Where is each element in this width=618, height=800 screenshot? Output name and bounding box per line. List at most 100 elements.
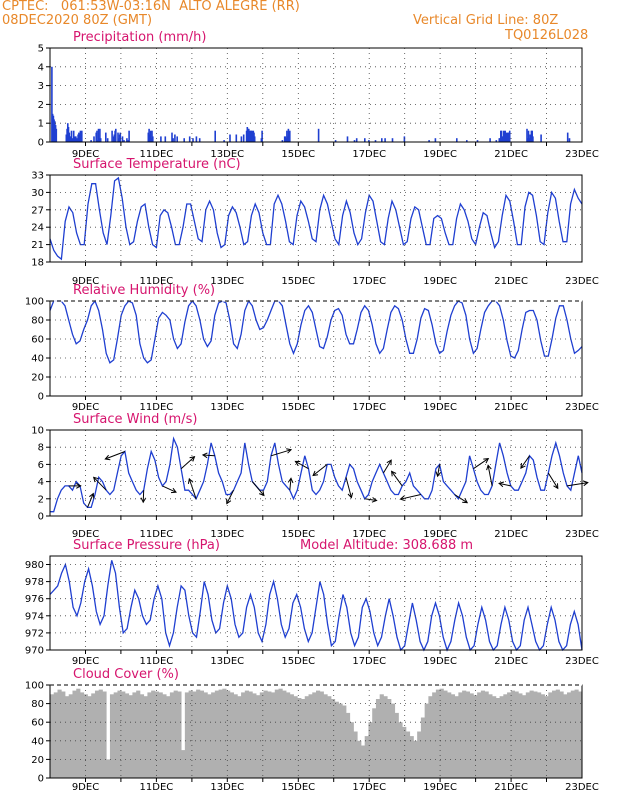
precip-bar bbox=[508, 130, 511, 142]
wind-arrow-shaft bbox=[520, 455, 530, 469]
precip-bar bbox=[195, 136, 198, 142]
precip-bar bbox=[240, 136, 243, 142]
cloud-bar bbox=[271, 692, 276, 778]
cloud-bar bbox=[222, 688, 227, 778]
x-tick-label: 9DEC bbox=[72, 656, 99, 667]
precip-bar bbox=[172, 138, 174, 142]
y-tick-label: 3 bbox=[38, 81, 44, 92]
precip-bar bbox=[106, 138, 109, 142]
wind-arrow-shaft bbox=[188, 478, 197, 499]
precip-bar bbox=[526, 128, 528, 142]
wind-arrow-shaft bbox=[87, 493, 94, 508]
wind-arrow-head bbox=[483, 458, 490, 464]
cloud-bar bbox=[563, 694, 568, 778]
precip-bar bbox=[223, 140, 225, 142]
wind-arrow-head bbox=[187, 477, 194, 484]
cloud-bar bbox=[218, 689, 223, 778]
cloud-bar bbox=[316, 690, 321, 778]
precip-bar bbox=[81, 130, 83, 142]
cloud-bar bbox=[241, 692, 246, 778]
precip-bar bbox=[285, 138, 287, 142]
y-tick-label: 80 bbox=[31, 699, 44, 710]
model-code: TQ0126L028 bbox=[505, 28, 589, 43]
cloud-bar bbox=[177, 691, 182, 778]
wind-arrow-head bbox=[294, 460, 301, 466]
cloud-bar bbox=[162, 694, 167, 778]
y-tick-label: 2 bbox=[38, 100, 44, 111]
cloud-bar bbox=[143, 696, 148, 778]
precip-bar bbox=[183, 138, 185, 142]
y-tick-label: 978 bbox=[25, 577, 44, 588]
precip-bar bbox=[105, 132, 107, 142]
date-header: 08DEC2020 80Z (GMT) bbox=[2, 13, 153, 28]
x-tick-label: 19DEC bbox=[423, 149, 457, 160]
x-tick-label: 17DEC bbox=[352, 402, 386, 413]
wind-arrow-shaft bbox=[295, 460, 309, 470]
wind-arrow-head bbox=[312, 470, 319, 477]
precip-bar bbox=[51, 66, 53, 142]
cloud-bar bbox=[151, 690, 156, 778]
cloud-bar bbox=[499, 696, 504, 778]
y-tick-label: 4 bbox=[38, 62, 44, 73]
precip-bar bbox=[334, 140, 337, 142]
panel-2-series-line bbox=[49, 299, 583, 364]
precip-bar bbox=[566, 132, 569, 142]
cloud-bar bbox=[375, 699, 381, 778]
precip-bar bbox=[368, 140, 370, 142]
x-tick-label: 21DEC bbox=[494, 529, 528, 540]
cloud-bar bbox=[555, 689, 560, 778]
wind-arrow-head bbox=[347, 492, 354, 499]
cloud-bar bbox=[211, 692, 216, 778]
cloud-bar bbox=[91, 693, 96, 778]
precip-bar bbox=[73, 138, 76, 142]
cloud-bar bbox=[567, 692, 572, 778]
precip-bar bbox=[353, 140, 356, 142]
x-tick-label: 11DEC bbox=[140, 402, 174, 413]
cloud-bar bbox=[297, 698, 302, 778]
y-tick-label: 27 bbox=[31, 205, 44, 216]
precip-bar bbox=[384, 138, 386, 142]
cloud-bar bbox=[50, 694, 55, 778]
cloud-bar bbox=[124, 693, 130, 778]
wind-arrow-shaft bbox=[473, 458, 489, 470]
y-tick-label: 0 bbox=[38, 138, 44, 149]
x-tick-label: 15DEC bbox=[281, 782, 315, 793]
wind-arrow-shaft bbox=[142, 490, 145, 503]
y-tick-label: 24 bbox=[31, 223, 44, 234]
cloud-bar bbox=[226, 690, 231, 778]
x-tick-label: 11DEC bbox=[140, 782, 174, 793]
cloud-bar bbox=[72, 690, 77, 778]
wind-arrow-head bbox=[170, 487, 177, 494]
y-tick-label: 6 bbox=[38, 460, 44, 471]
precip-bar bbox=[160, 136, 162, 142]
cloud-bar bbox=[334, 701, 339, 778]
precip-bar bbox=[242, 134, 245, 142]
precip-bar bbox=[171, 132, 173, 142]
cloud-bar bbox=[293, 696, 298, 778]
x-tick-label: 11DEC bbox=[140, 276, 174, 287]
cloud-bar bbox=[229, 692, 234, 778]
y-tick-label: 20 bbox=[31, 755, 44, 766]
y-tick-label: 60 bbox=[31, 335, 44, 346]
wind-arrow-head bbox=[286, 448, 293, 454]
cloud-bar bbox=[308, 694, 313, 778]
y-tick-label: 30 bbox=[31, 188, 44, 199]
cloud-bar bbox=[454, 696, 459, 778]
precip-bar bbox=[568, 138, 571, 142]
precip-bar bbox=[123, 140, 125, 142]
precip-bar bbox=[229, 134, 231, 142]
wind-arrow-head bbox=[435, 471, 442, 478]
x-tick-label: 13DEC bbox=[210, 402, 244, 413]
cloud-bar bbox=[68, 694, 73, 778]
cloud-bar bbox=[64, 696, 70, 778]
precip-bar bbox=[188, 136, 191, 142]
panel-4-series-line bbox=[49, 560, 583, 652]
wind-arrow-shaft bbox=[400, 494, 422, 500]
precip-bar bbox=[198, 138, 201, 142]
cloud-bar bbox=[544, 696, 549, 778]
y-tick-label: 40 bbox=[31, 354, 44, 365]
cloud-bar bbox=[548, 692, 553, 778]
precip-bar bbox=[428, 140, 430, 142]
cloud-bar bbox=[533, 691, 538, 778]
x-tick-label: 19DEC bbox=[423, 276, 457, 287]
